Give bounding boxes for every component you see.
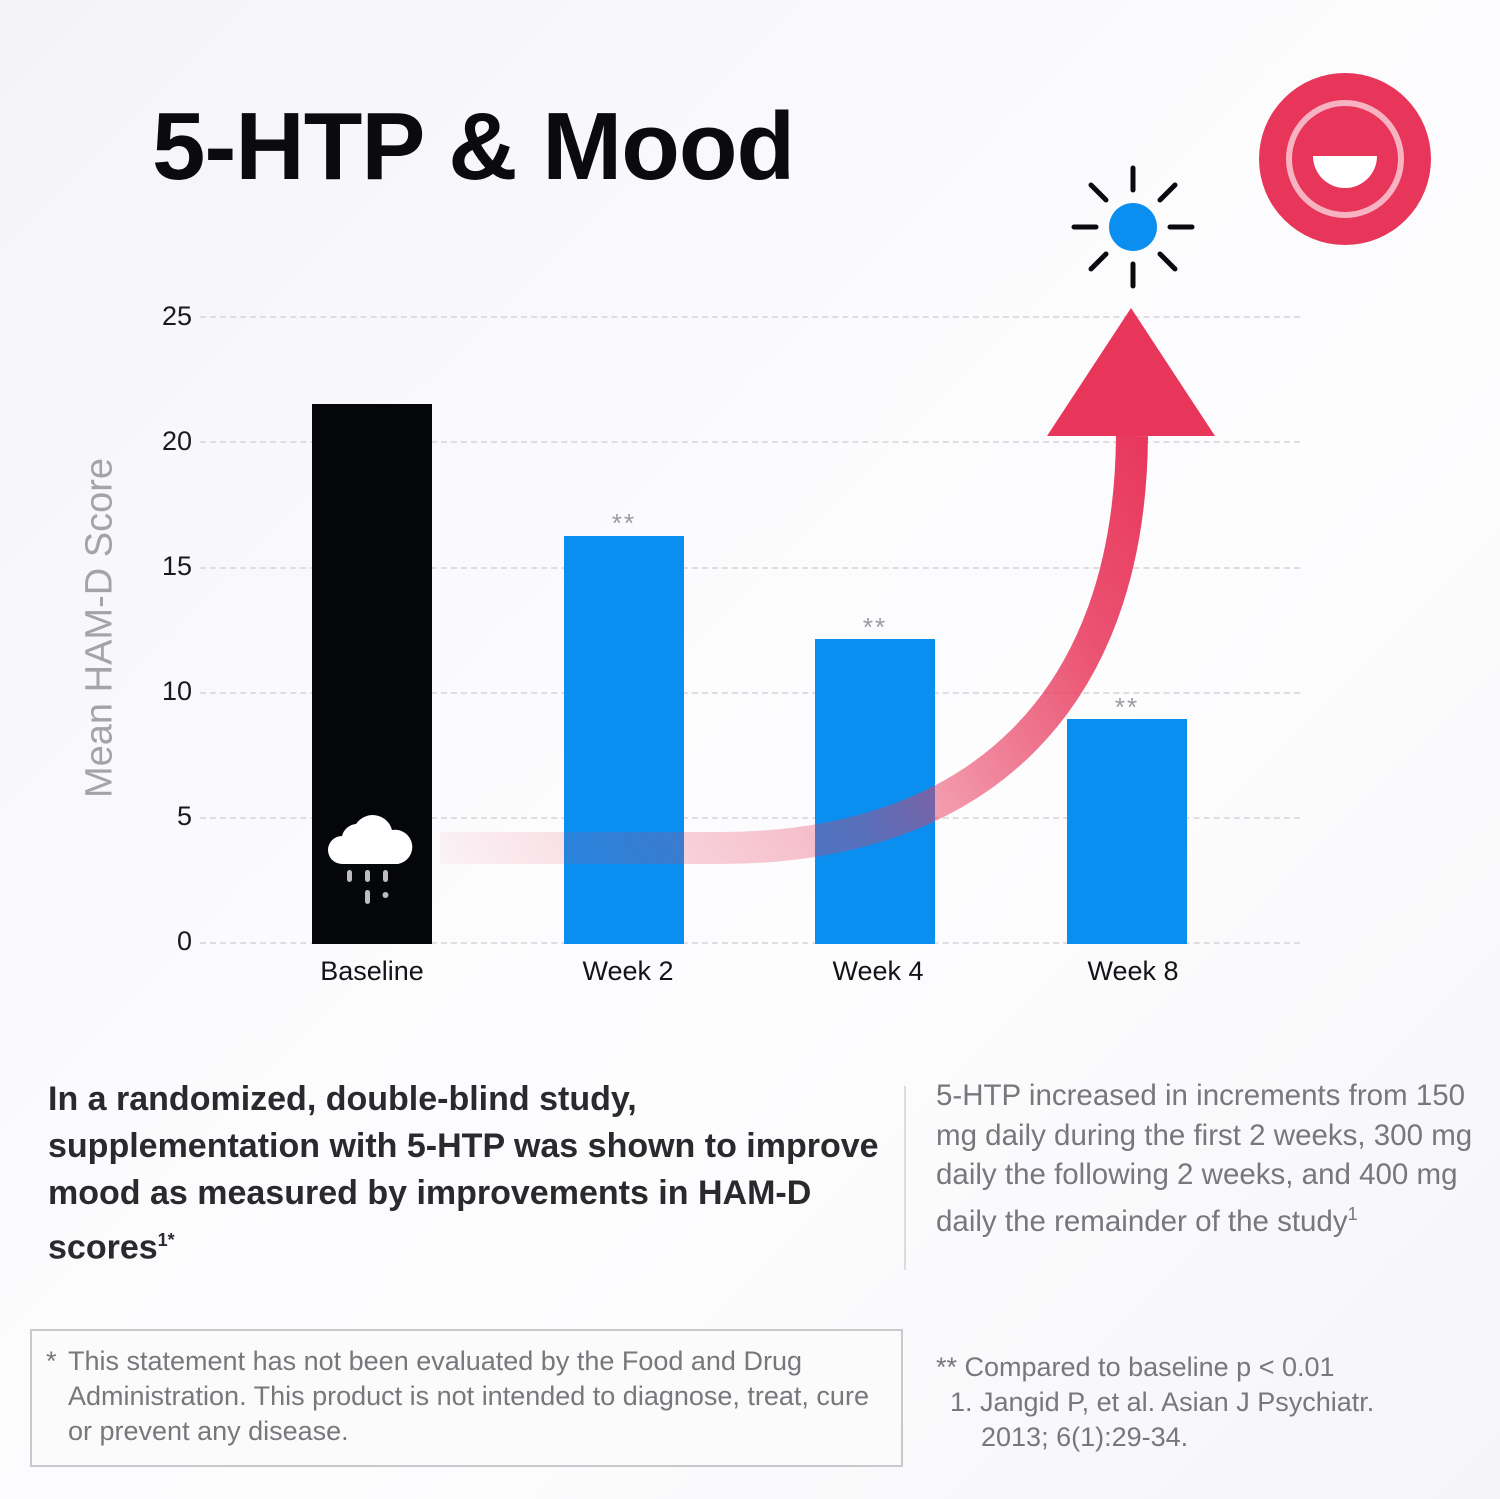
rain-cloud-icon — [328, 815, 413, 904]
dosage-note-text: 5-HTP increased in increments from 150 m… — [936, 1079, 1473, 1238]
significance-footnote: ** Compared to baseline p < 0.01 — [936, 1352, 1335, 1382]
y-tick-0: 0 — [176, 926, 192, 956]
gridline-0 — [200, 942, 1300, 944]
page-title: 5-HTP & Mood — [152, 93, 795, 200]
bar-chart: Mean HAM-D Score 0 5 10 15 20 25 ** ** *… — [78, 301, 1300, 986]
reference-line-2: 2013; 6(1):29-34. — [981, 1422, 1189, 1452]
bar-week-4 — [815, 639, 935, 944]
summary-footnote-marker: 1* — [157, 1230, 175, 1250]
dosage-footnote-marker: 1 — [1347, 1203, 1358, 1224]
disclaimer-marker: * — [46, 1346, 57, 1376]
y-tick-25: 25 — [161, 301, 192, 331]
significance-week-2: ** — [611, 508, 637, 538]
x-tick-week-2: Week 2 — [582, 956, 674, 986]
fda-disclaimer-box: * This statement has not been evaluated … — [30, 1329, 903, 1467]
sun-icon — [1071, 165, 1195, 289]
y-tick-20: 20 — [161, 426, 192, 456]
reference-line-1: 1. Jangid P, et al. Asian J Psychiatr. — [950, 1387, 1375, 1417]
footnotes: ** Compared to baseline p < 0.01 1. Jang… — [936, 1350, 1476, 1455]
disclaimer-text: This statement has not been evaluated by… — [68, 1346, 869, 1446]
significance-week-8: ** — [1114, 692, 1140, 722]
study-summary-text: In a randomized, double-blind study, sup… — [48, 1080, 879, 1267]
x-tick-baseline: Baseline — [320, 956, 424, 986]
gridline-25 — [200, 316, 1300, 318]
bar-week-2 — [564, 536, 684, 944]
y-axis-label: Mean HAM-D Score — [78, 458, 121, 798]
vertical-divider — [904, 1086, 906, 1270]
y-tick-10: 10 — [161, 676, 192, 706]
significance-week-4: ** — [862, 612, 888, 642]
study-summary: In a randomized, double-blind study, sup… — [48, 1076, 888, 1271]
x-tick-week-4: Week 4 — [832, 956, 924, 986]
x-tick-week-8: Week 8 — [1087, 956, 1179, 986]
smile-face-icon — [1259, 73, 1431, 245]
upward-curved-arrow-icon — [440, 308, 1215, 864]
y-tick-15: 15 — [161, 551, 192, 581]
dosage-note: 5-HTP increased in increments from 150 m… — [936, 1076, 1486, 1241]
bar-week-8 — [1067, 719, 1187, 944]
y-tick-5: 5 — [176, 801, 192, 831]
